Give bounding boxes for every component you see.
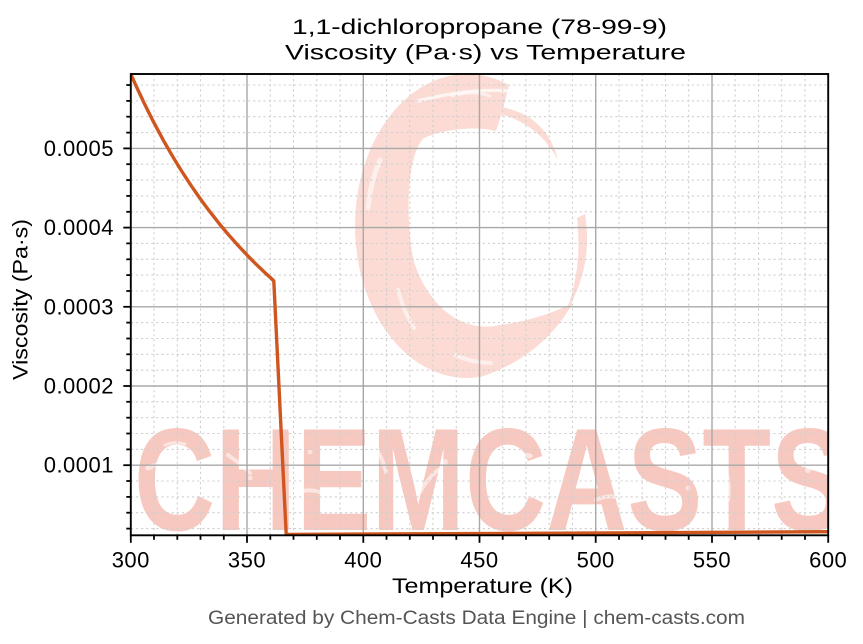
svg-text:Viscosity (Pa·s) vs Temperatur: Viscosity (Pa·s) vs Temperature [285, 41, 686, 65]
svg-text:0.0005: 0.0005 [44, 136, 114, 161]
svg-text:500: 500 [577, 548, 615, 573]
svg-text:CHEMCASTS: CHEMCASTS [134, 398, 846, 561]
svg-text:300: 300 [112, 548, 150, 573]
svg-text:600: 600 [809, 548, 847, 573]
svg-text:550: 550 [693, 548, 731, 573]
svg-text:400: 400 [344, 548, 382, 573]
svg-text:Generated by Chem-Casts Data E: Generated by Chem-Casts Data Engine | ch… [208, 608, 745, 629]
svg-text:450: 450 [460, 548, 498, 573]
svg-text:350: 350 [228, 548, 266, 573]
svg-text:0.0001: 0.0001 [44, 453, 114, 478]
svg-text:1,1-dichloropropane (78-99-9): 1,1-dichloropropane (78-99-9) [292, 15, 667, 39]
svg-text:Viscosity (Pa·s): Viscosity (Pa·s) [9, 219, 33, 380]
svg-text:0.0004: 0.0004 [44, 215, 114, 240]
svg-text:0.0002: 0.0002 [44, 374, 114, 399]
svg-text:0.0003: 0.0003 [44, 294, 114, 319]
svg-text:Temperature (K): Temperature (K) [392, 574, 573, 598]
